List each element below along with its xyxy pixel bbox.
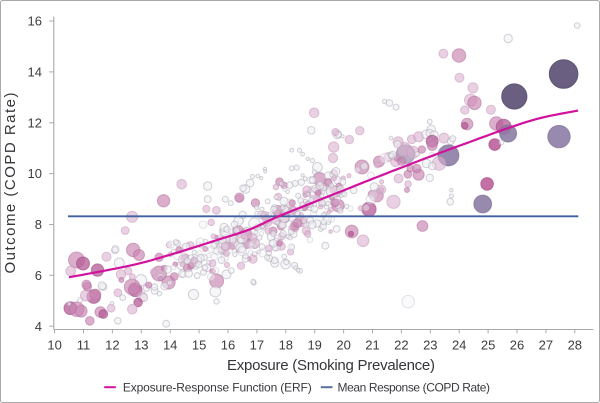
svg-text:Mean Response (COPD Rate): Mean Response (COPD Rate) [338,380,491,394]
svg-text:28: 28 [568,338,582,353]
svg-text:11: 11 [77,338,91,353]
svg-text:15: 15 [192,338,206,353]
svg-text:Exposure (Smoking Prevalence): Exposure (Smoking Prevalence) [227,357,435,374]
svg-text:Outcome (COPD Rate): Outcome (COPD Rate) [2,93,19,274]
svg-text:20: 20 [336,338,350,353]
svg-text:26: 26 [510,338,524,353]
svg-text:23: 23 [423,338,437,353]
svg-text:8: 8 [35,217,42,232]
svg-text:17: 17 [250,338,264,353]
svg-text:18: 18 [279,338,293,353]
svg-text:6: 6 [35,268,42,283]
svg-text:16: 16 [221,338,235,353]
svg-text:27: 27 [539,338,553,353]
svg-text:10: 10 [47,338,61,353]
svg-text:14: 14 [28,65,42,80]
svg-text:10: 10 [28,166,42,181]
svg-text:12: 12 [28,115,42,130]
svg-text:21: 21 [365,338,379,353]
svg-text:4: 4 [35,319,42,334]
svg-text:22: 22 [394,338,408,353]
svg-text:19: 19 [307,338,321,353]
svg-text:24: 24 [452,338,466,353]
svg-text:14: 14 [163,338,177,353]
svg-text:13: 13 [134,338,148,353]
svg-text:Exposure-Response Function (ER: Exposure-Response Function (ERF) [123,380,312,394]
svg-text:25: 25 [481,338,495,353]
svg-text:16: 16 [28,14,42,29]
svg-text:12: 12 [105,338,119,353]
